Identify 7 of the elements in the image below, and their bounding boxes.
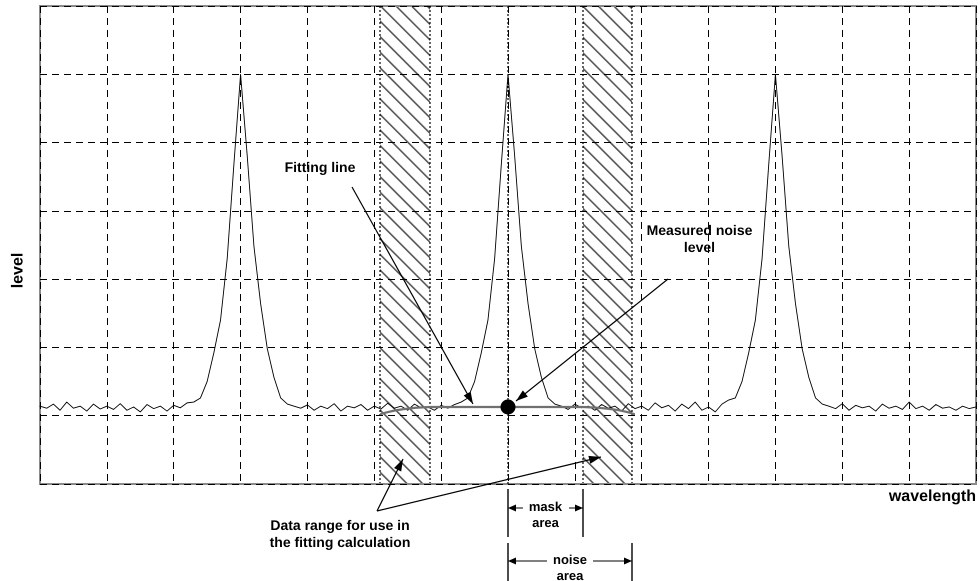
y-axis-title: level bbox=[10, 252, 26, 290]
text: mask area bbox=[522, 499, 568, 531]
text: Data range for use in the fitting calculation bbox=[268, 517, 412, 551]
x-axis-title: wavelength bbox=[888, 488, 976, 505]
annotation: Measured noise level bbox=[646, 222, 754, 256]
annotation: Fitting line bbox=[284, 159, 356, 176]
text: noise area bbox=[547, 552, 593, 581]
